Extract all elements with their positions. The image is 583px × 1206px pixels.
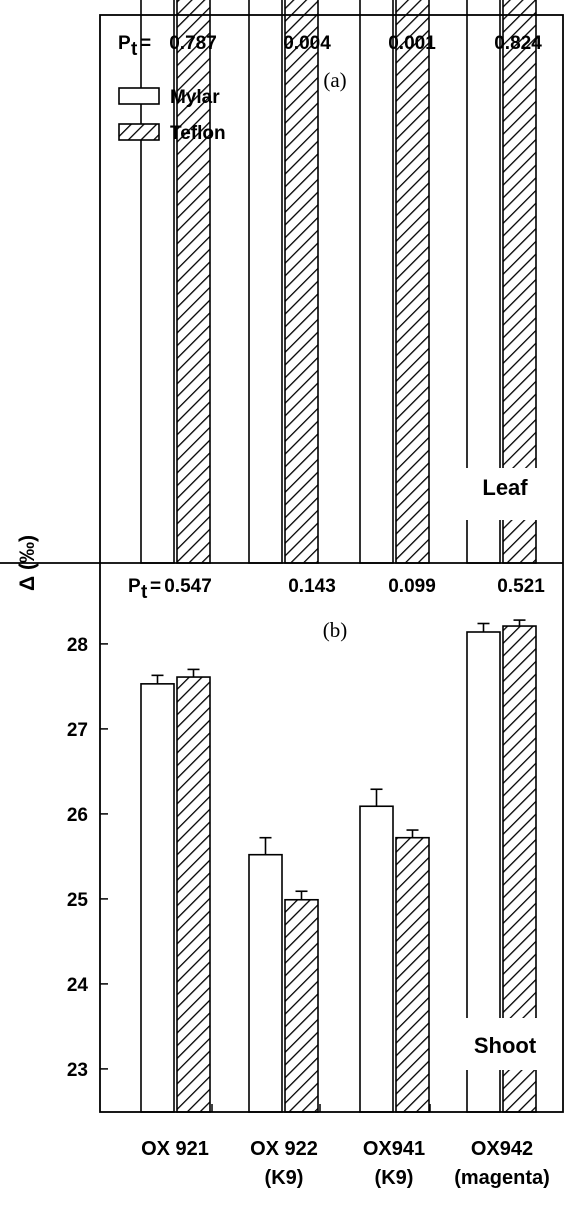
pt-value: 0.143 [288, 576, 336, 597]
text-layer: Leaf(a)Pt=0.7870.0040.0010.8242324252627… [16, 33, 550, 1189]
axes-layer [0, 14, 564, 1113]
legend-label-teflon: Teflon [170, 123, 226, 144]
region-label-leaf: Leaf [482, 475, 528, 500]
x-category-label: OX941 [363, 1138, 425, 1160]
y-tick-label: 24 [67, 975, 89, 996]
pt-prefix: P [118, 33, 131, 54]
bar-teflon-leaf [176, 0, 211, 564]
y-tick-label: 25 [67, 890, 89, 911]
panel-tag: (a) [323, 68, 346, 92]
legend-swatch-teflon [118, 123, 160, 141]
x-category-label: (magenta) [454, 1167, 550, 1189]
y-tick-label: 26 [67, 805, 88, 826]
bar-mylar-leaf [359, 0, 394, 564]
bar-mylar-shoot [359, 805, 394, 1113]
pt-equals: = [150, 576, 161, 597]
pt-value: 0.004 [283, 33, 331, 54]
y-tick-label: 27 [67, 720, 88, 741]
pt-value: 0.099 [388, 576, 436, 597]
bar-mylar-leaf [248, 0, 283, 564]
pt-value: 0.824 [494, 33, 542, 54]
bar-mylar-shoot [140, 683, 175, 1113]
y-tick-label: 28 [67, 635, 88, 656]
panel-tag: (b) [323, 618, 348, 642]
bars-layer [140, 0, 539, 1113]
y-axis-title: Δ (‰) [16, 535, 39, 591]
x-category-label: OX 922 [250, 1138, 318, 1160]
pt-value: 0.787 [169, 33, 217, 54]
bar-teflon-leaf [284, 0, 319, 564]
bar-teflon-shoot [395, 836, 430, 1113]
bar-mylar-shoot [248, 853, 283, 1113]
x-category-label: (K9) [265, 1167, 304, 1189]
region-label-backdrop [464, 1018, 539, 1070]
legend-swatch-mylar [118, 87, 160, 105]
bar-teflon-leaf [395, 0, 430, 564]
bar-teflon-shoot [176, 676, 211, 1113]
pt-value: 0.521 [497, 576, 545, 597]
x-category-label: OX942 [471, 1138, 533, 1160]
pt-prefix: P [128, 576, 141, 597]
pt-equals: = [140, 33, 151, 54]
x-category-label: OX 921 [141, 1138, 209, 1160]
region-label-backdrop [464, 468, 539, 520]
pt-value: 0.547 [164, 576, 212, 597]
region-label-shoot: Shoot [474, 1033, 537, 1058]
y-tick-label: 23 [67, 1060, 88, 1081]
bar-mylar-leaf [140, 0, 175, 564]
pt-value: 0.001 [388, 33, 436, 54]
pt-subscript: t [141, 582, 148, 603]
bar-teflon-shoot [284, 898, 319, 1113]
legend-label-mylar: Mylar [170, 87, 220, 108]
x-category-label: (K9) [375, 1167, 414, 1189]
pt-subscript: t [131, 39, 138, 60]
